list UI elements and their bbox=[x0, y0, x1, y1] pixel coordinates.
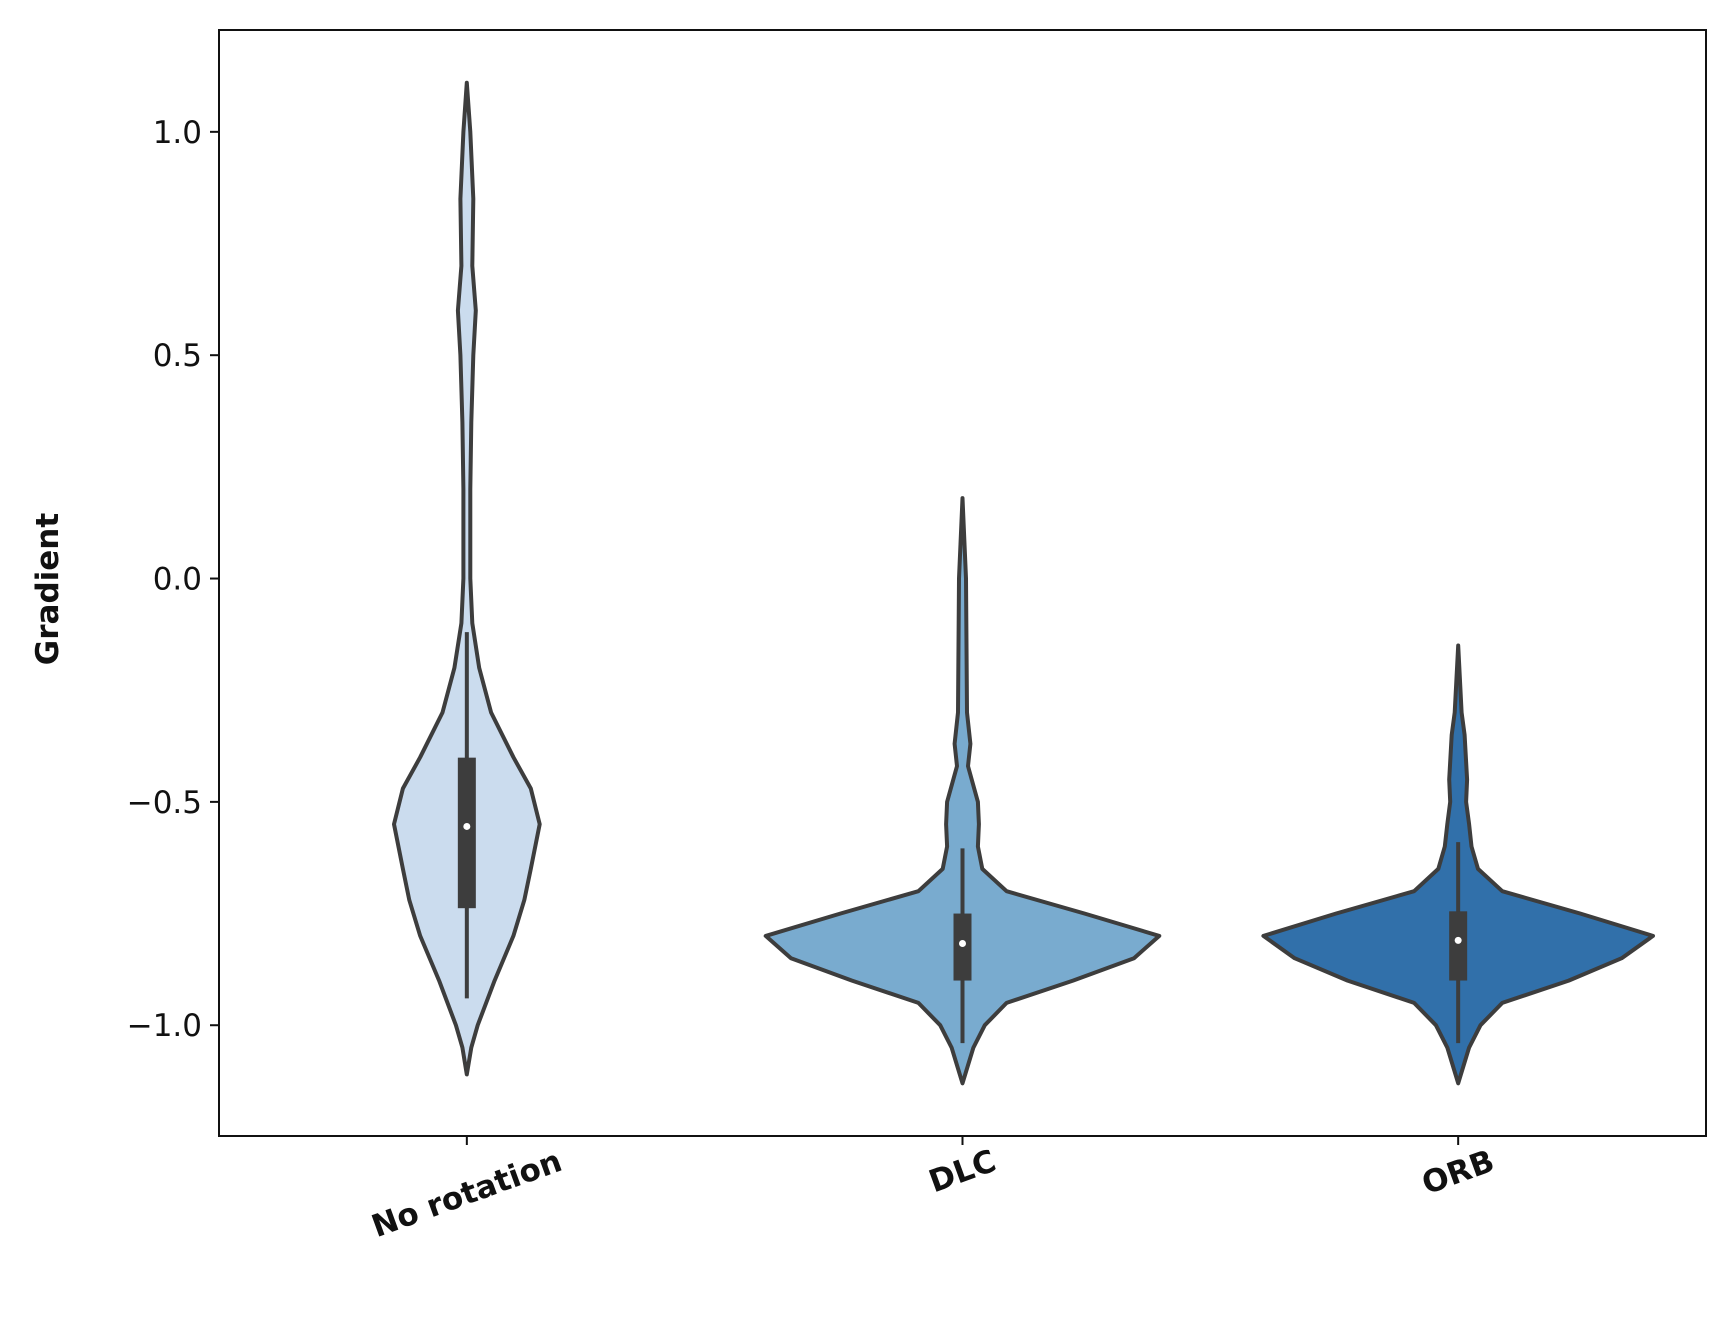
y-tick-label: −1.0 bbox=[127, 1008, 202, 1044]
x-tick-label: ORB bbox=[1417, 1143, 1499, 1202]
iqr-box bbox=[1449, 911, 1468, 981]
violin-body bbox=[763, 496, 1162, 1086]
median bbox=[959, 939, 966, 947]
y-tick-label: −0.5 bbox=[127, 785, 202, 821]
y-tick-label: 0.5 bbox=[153, 338, 202, 374]
median bbox=[463, 822, 471, 830]
y-tick-label: 0.0 bbox=[153, 562, 202, 598]
median bbox=[1454, 936, 1462, 944]
iqr-box bbox=[457, 757, 476, 909]
plot-frame bbox=[218, 29, 1707, 1137]
x-tick-label: No rotation bbox=[367, 1143, 566, 1245]
y-tick-label: 1.0 bbox=[153, 115, 202, 151]
x-tick-label: DLC bbox=[924, 1143, 1000, 1200]
iqr-box bbox=[953, 913, 972, 981]
violin-body bbox=[392, 80, 542, 1077]
y-axis-label: Gradient bbox=[30, 513, 66, 666]
